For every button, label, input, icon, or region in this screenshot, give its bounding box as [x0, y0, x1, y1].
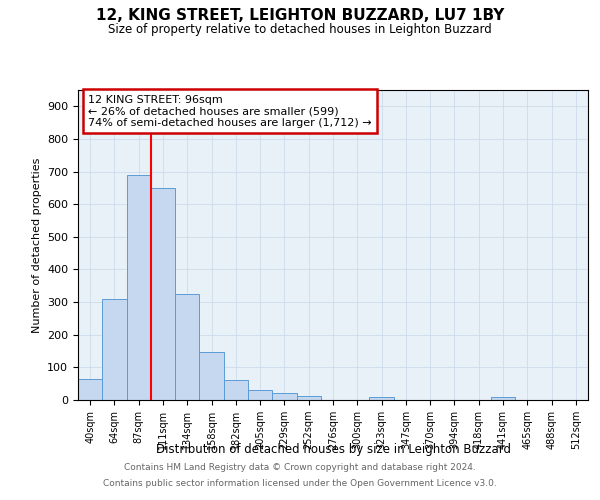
Text: Contains public sector information licensed under the Open Government Licence v3: Contains public sector information licen…	[103, 478, 497, 488]
Bar	[272, 394, 296, 400]
Y-axis label: Number of detached properties: Number of detached properties	[32, 158, 41, 332]
Bar	[199, 352, 224, 400]
Bar	[370, 398, 394, 400]
Bar	[491, 398, 515, 400]
Text: Contains HM Land Registry data © Crown copyright and database right 2024.: Contains HM Land Registry data © Crown c…	[124, 464, 476, 472]
Bar	[102, 299, 127, 400]
Text: 12 KING STREET: 96sqm
← 26% of detached houses are smaller (599)
74% of semi-det: 12 KING STREET: 96sqm ← 26% of detached …	[88, 94, 372, 128]
Text: 12, KING STREET, LEIGHTON BUZZARD, LU7 1BY: 12, KING STREET, LEIGHTON BUZZARD, LU7 1…	[96, 8, 504, 22]
Bar	[248, 390, 272, 400]
Text: Size of property relative to detached houses in Leighton Buzzard: Size of property relative to detached ho…	[108, 22, 492, 36]
Bar	[224, 380, 248, 400]
Bar	[296, 396, 321, 400]
Bar	[127, 175, 151, 400]
Bar	[78, 379, 102, 400]
Text: Distribution of detached houses by size in Leighton Buzzard: Distribution of detached houses by size …	[155, 442, 511, 456]
Bar	[151, 188, 175, 400]
Bar	[175, 294, 199, 400]
